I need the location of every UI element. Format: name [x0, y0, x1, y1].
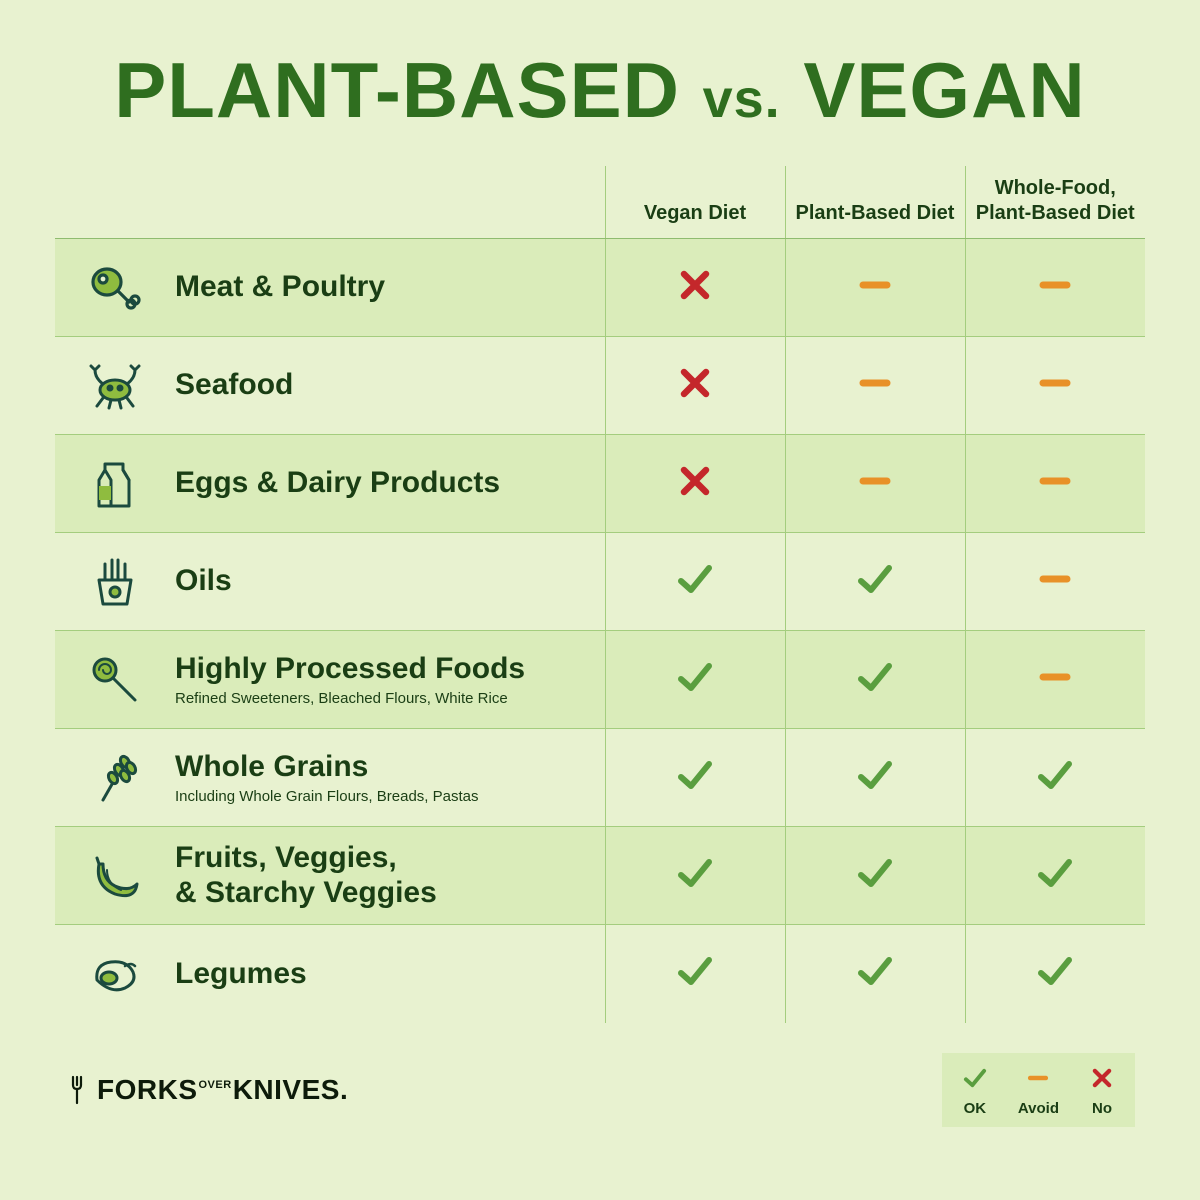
brand-part-2: KNIVES	[233, 1074, 340, 1105]
value-cell-ok	[605, 827, 785, 925]
title-part-1: Plant-Based	[114, 46, 680, 134]
value-cell-avoid	[965, 631, 1145, 729]
row-sublabel: Refined Sweeteners, Bleached Flours, Whi…	[175, 690, 605, 707]
row-label: Seafood	[175, 368, 605, 403]
value-cell-avoid	[965, 337, 1145, 435]
banana-icon	[55, 827, 165, 925]
table-row: Highly Processed Foods Refined Sweeteners…	[55, 631, 1145, 729]
col-header-wfpb: Whole-Food, Plant-Based Diet	[965, 166, 1145, 239]
value-cell-ok	[605, 729, 785, 827]
legend-ok: OK	[962, 1065, 988, 1117]
table-header-row: Vegan Diet Plant-Based Diet Whole-Food, …	[55, 166, 1145, 239]
row-label: Eggs & Dairy Products	[175, 466, 605, 501]
value-cell-ok	[785, 827, 965, 925]
row-label: Meat & Poultry	[175, 270, 605, 305]
brand-over: OVER	[199, 1079, 232, 1091]
legend: OK Avoid No	[942, 1053, 1135, 1127]
value-cell-avoid	[965, 435, 1145, 533]
value-cell-ok	[785, 925, 965, 1023]
row-label-cell: Meat & Poultry	[165, 239, 605, 337]
value-cell-avoid	[965, 239, 1145, 337]
crab-icon	[55, 337, 165, 435]
col-header-plant-based: Plant-Based Diet	[785, 166, 965, 239]
row-sublabel: Including Whole Grain Flours, Breads, Pa…	[175, 788, 605, 805]
value-cell-ok	[965, 827, 1145, 925]
row-label-cell: Fruits, Veggies, & Starchy Veggies	[165, 827, 605, 925]
value-cell-ok	[605, 925, 785, 1023]
value-cell-ok	[965, 729, 1145, 827]
row-label: Legumes	[175, 957, 605, 992]
value-cell-ok	[605, 533, 785, 631]
value-cell-ok	[785, 631, 965, 729]
bean-icon	[55, 925, 165, 1023]
row-label: Oils	[175, 564, 605, 599]
value-cell-no	[605, 337, 785, 435]
table-row: Whole Grains Including Whole Grain Flours…	[55, 729, 1145, 827]
title-vs: vs.	[703, 69, 781, 129]
table-row: Meat & Poultry	[55, 239, 1145, 337]
row-label: Fruits, Veggies, & Starchy Veggies	[175, 841, 605, 910]
brand-part-1: FORKS	[97, 1074, 198, 1105]
meat-icon	[55, 239, 165, 337]
table-row: Oils	[55, 533, 1145, 631]
ok-mark-icon	[962, 1065, 988, 1096]
lolli-icon	[55, 631, 165, 729]
value-cell-no	[605, 239, 785, 337]
value-cell-ok	[965, 925, 1145, 1023]
page-title: Plant-Based vs. Vegan	[55, 45, 1145, 136]
footer: FORKSOVERKNIVES. OK Avoid No	[55, 1053, 1145, 1127]
comparison-table: Vegan Diet Plant-Based Diet Whole-Food, …	[55, 166, 1145, 1023]
fries-icon	[55, 533, 165, 631]
row-label-cell: Highly Processed Foods Refined Sweeteners…	[165, 631, 605, 729]
value-cell-ok	[785, 533, 965, 631]
legend-no: No	[1089, 1065, 1115, 1117]
row-label-cell: Legumes	[165, 925, 605, 1023]
value-cell-avoid	[965, 533, 1145, 631]
row-label-cell: Oils	[165, 533, 605, 631]
fork-icon	[65, 1074, 91, 1106]
value-cell-avoid	[785, 239, 965, 337]
table-row: Seafood	[55, 337, 1145, 435]
row-label: Whole Grains	[175, 750, 605, 785]
col-header-vegan: Vegan Diet	[605, 166, 785, 239]
table-row: Fruits, Veggies, & Starchy Veggies	[55, 827, 1145, 925]
value-cell-avoid	[785, 435, 965, 533]
wheat-icon	[55, 729, 165, 827]
legend-avoid: Avoid	[1018, 1065, 1059, 1117]
row-label-cell: Seafood	[165, 337, 605, 435]
table-row: Legumes	[55, 925, 1145, 1023]
row-label-cell: Eggs & Dairy Products	[165, 435, 605, 533]
row-label-cell: Whole Grains Including Whole Grain Flours…	[165, 729, 605, 827]
brand-logo: FORKSOVERKNIVES.	[65, 1074, 348, 1106]
row-label: Highly Processed Foods	[175, 652, 605, 687]
title-part-2: Vegan	[803, 46, 1085, 134]
value-cell-ok	[785, 729, 965, 827]
table-row: Eggs & Dairy Products	[55, 435, 1145, 533]
milk-icon	[55, 435, 165, 533]
avoid-mark-icon	[1018, 1065, 1059, 1096]
value-cell-ok	[605, 631, 785, 729]
value-cell-no	[605, 435, 785, 533]
no-mark-icon	[1089, 1065, 1115, 1096]
value-cell-avoid	[785, 337, 965, 435]
